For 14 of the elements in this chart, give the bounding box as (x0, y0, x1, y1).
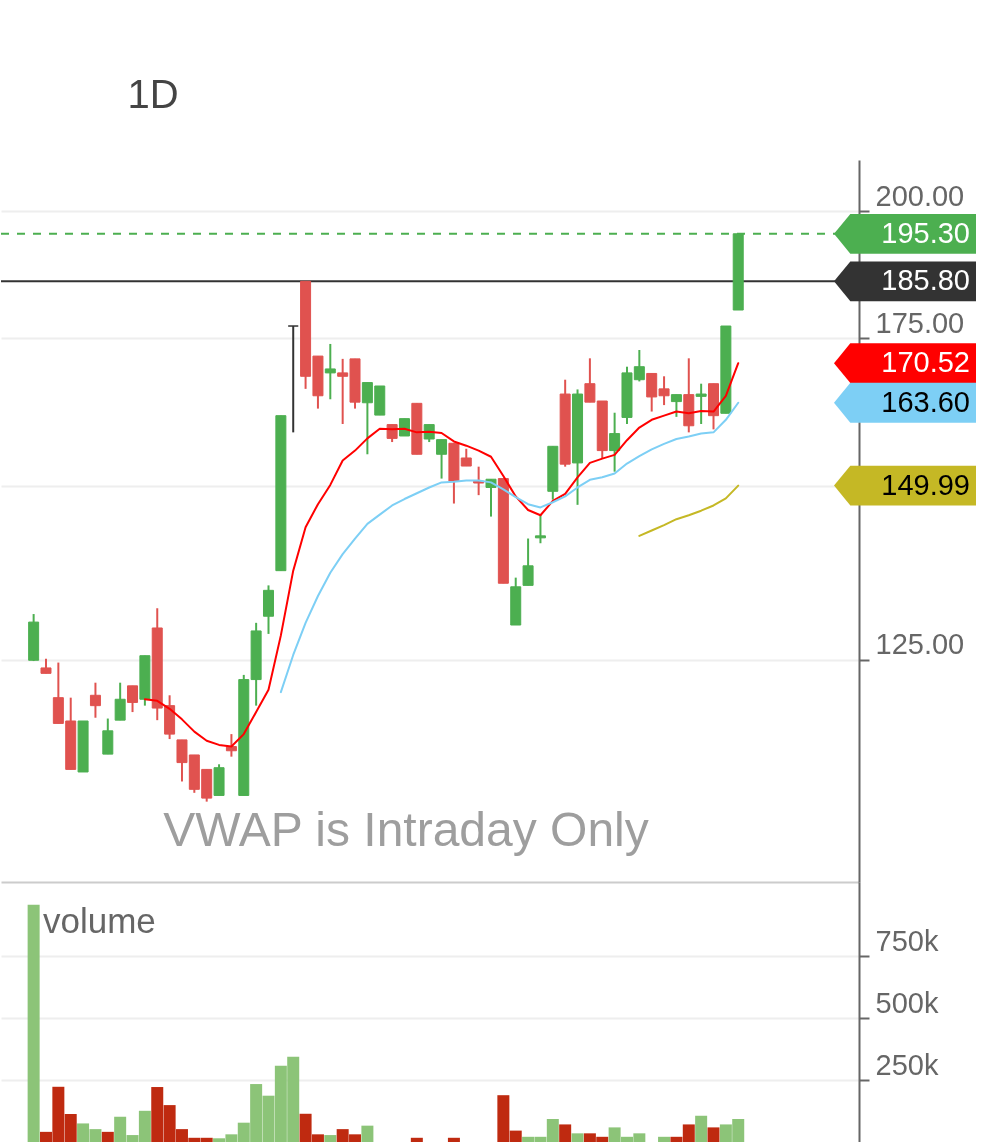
y-tick-label: 750k (875, 924, 939, 957)
y-tick-label: 200.00 (875, 179, 965, 212)
annotation: VWAP is Intraday Only (163, 803, 649, 856)
text: volume (43, 901, 156, 940)
y-tick-label: 175.00 (875, 306, 965, 339)
ref-line-label: 185.80 (881, 264, 970, 297)
y-tick-label: 250k (875, 1048, 939, 1081)
y-tick-label: 500k (875, 986, 939, 1019)
text: 170.52 (881, 346, 970, 379)
text: 149.99 (881, 468, 970, 501)
y-tick-label: 125.00 (875, 628, 965, 661)
text: 163.60 (881, 385, 970, 418)
text: 1D (127, 72, 179, 116)
ref-line-label: 195.30 (881, 216, 970, 249)
